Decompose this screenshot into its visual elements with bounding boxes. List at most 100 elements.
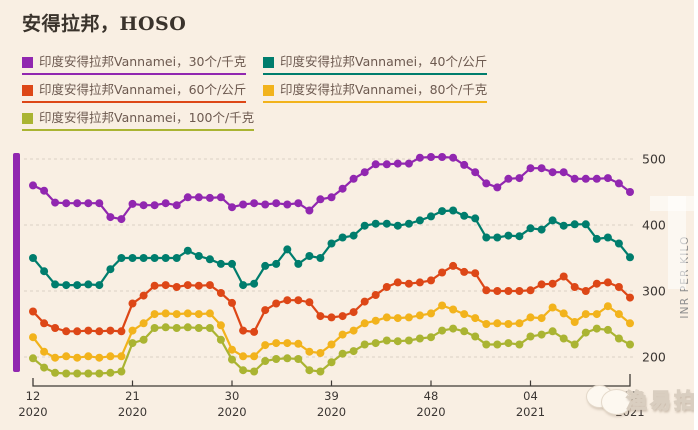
data-point[interactable] — [349, 326, 358, 335]
data-point[interactable] — [139, 319, 148, 328]
data-point[interactable] — [283, 296, 292, 305]
data-point[interactable] — [294, 199, 303, 208]
data-point[interactable] — [194, 281, 203, 290]
data-point[interactable] — [338, 233, 347, 242]
data-point[interactable] — [139, 335, 148, 344]
data-point[interactable] — [29, 354, 37, 363]
data-point[interactable] — [183, 281, 192, 290]
data-point[interactable] — [438, 301, 447, 310]
data-point[interactable] — [205, 324, 214, 332]
data-point[interactable] — [626, 340, 634, 349]
data-point[interactable] — [216, 335, 225, 344]
data-point[interactable] — [228, 355, 236, 364]
data-point[interactable] — [526, 286, 535, 295]
data-point[interactable] — [51, 280, 60, 289]
data-point[interactable] — [559, 309, 568, 318]
data-point[interactable] — [548, 303, 557, 312]
legend-item-vannamei-100[interactable]: 印度安得拉邦Vannamei，100个/千克 — [22, 111, 255, 131]
data-point[interactable] — [603, 233, 612, 242]
data-point[interactable] — [371, 339, 380, 348]
data-point[interactable] — [183, 246, 192, 255]
data-point[interactable] — [205, 281, 214, 290]
series-vannamei-60[interactable] — [29, 261, 634, 336]
data-point[interactable] — [460, 327, 469, 336]
data-point[interactable] — [172, 310, 181, 319]
data-point[interactable] — [51, 324, 60, 332]
data-point[interactable] — [449, 324, 458, 333]
data-point[interactable] — [228, 259, 236, 268]
data-point[interactable] — [614, 283, 623, 291]
legend-item-vannamei-30[interactable]: 印度安得拉邦Vannamei，30个/千克 — [22, 55, 247, 75]
data-point[interactable] — [460, 267, 469, 276]
data-point[interactable] — [239, 352, 248, 361]
data-point[interactable] — [581, 174, 590, 183]
data-point[interactable] — [261, 261, 270, 270]
data-point[interactable] — [570, 283, 579, 291]
data-point[interactable] — [117, 327, 126, 336]
data-point[interactable] — [449, 206, 458, 215]
data-point[interactable] — [482, 179, 491, 188]
data-point[interactable] — [371, 291, 380, 299]
data-point[interactable] — [62, 199, 71, 208]
data-point[interactable] — [239, 366, 248, 375]
data-point[interactable] — [194, 310, 203, 319]
data-point[interactable] — [172, 283, 181, 291]
data-point[interactable] — [117, 254, 126, 262]
data-point[interactable] — [62, 352, 71, 361]
data-point[interactable] — [537, 330, 546, 339]
data-point[interactable] — [548, 168, 557, 177]
data-point[interactable] — [161, 281, 170, 290]
data-point[interactable] — [360, 221, 369, 230]
series-vannamei-100[interactable] — [29, 323, 634, 378]
data-point[interactable] — [371, 219, 380, 228]
data-point[interactable] — [183, 323, 192, 332]
data-point[interactable] — [95, 199, 104, 208]
data-point[interactable] — [62, 369, 71, 378]
data-point[interactable] — [371, 316, 380, 325]
data-point[interactable] — [603, 174, 612, 183]
data-point[interactable] — [581, 328, 590, 337]
data-point[interactable] — [570, 340, 579, 349]
data-point[interactable] — [272, 355, 281, 363]
data-point[interactable] — [338, 330, 347, 339]
data-point[interactable] — [559, 334, 568, 343]
data-point[interactable] — [581, 310, 590, 319]
data-point[interactable] — [250, 352, 259, 361]
data-point[interactable] — [493, 340, 502, 349]
data-point[interactable] — [393, 159, 402, 168]
data-point[interactable] — [382, 283, 391, 291]
data-point[interactable] — [261, 357, 270, 365]
data-point[interactable] — [349, 174, 358, 183]
data-point[interactable] — [294, 355, 303, 363]
data-point[interactable] — [250, 367, 259, 376]
data-point[interactable] — [205, 193, 214, 202]
data-point[interactable] — [316, 195, 325, 204]
data-point[interactable] — [382, 336, 391, 345]
data-point[interactable] — [515, 319, 524, 328]
data-point[interactable] — [205, 255, 214, 264]
data-point[interactable] — [427, 333, 435, 342]
data-point[interactable] — [415, 311, 424, 320]
data-point[interactable] — [272, 339, 281, 348]
data-point[interactable] — [493, 233, 502, 242]
data-point[interactable] — [415, 153, 424, 162]
data-point[interactable] — [205, 309, 214, 318]
data-point[interactable] — [316, 367, 325, 376]
data-point[interactable] — [449, 305, 458, 314]
data-point[interactable] — [106, 265, 115, 274]
data-point[interactable] — [349, 308, 358, 317]
data-point[interactable] — [559, 221, 568, 230]
data-point[interactable] — [40, 186, 49, 195]
data-point[interactable] — [404, 336, 413, 345]
data-point[interactable] — [117, 367, 126, 376]
data-point[interactable] — [316, 254, 325, 262]
data-point[interactable] — [537, 164, 546, 173]
data-point[interactable] — [40, 363, 49, 372]
data-point[interactable] — [382, 160, 391, 169]
data-point[interactable] — [106, 326, 115, 335]
data-point[interactable] — [194, 252, 203, 260]
data-point[interactable] — [493, 287, 502, 295]
data-point[interactable] — [482, 233, 491, 242]
data-point[interactable] — [626, 293, 634, 302]
data-point[interactable] — [261, 306, 270, 315]
